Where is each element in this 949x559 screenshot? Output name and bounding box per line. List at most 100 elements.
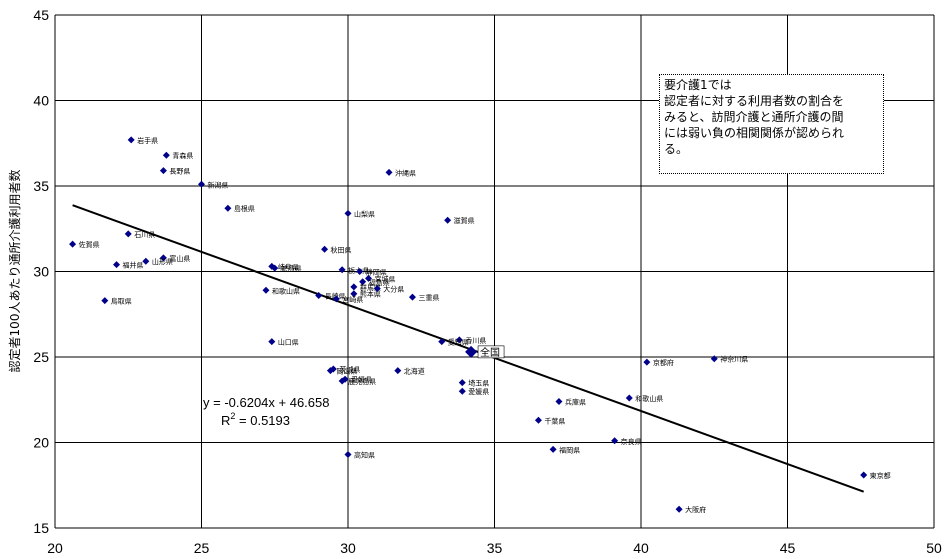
point-label: 群馬県 [360, 283, 381, 292]
y-tick-label: 40 [33, 93, 49, 109]
point-label: 北海道 [404, 367, 425, 376]
data-point [458, 387, 466, 395]
data-point [332, 295, 340, 303]
point-label: 京都府 [653, 358, 674, 367]
y-tick-label: 15 [33, 520, 49, 536]
point-label: 山口県 [278, 338, 299, 347]
data-point [710, 355, 718, 363]
data-point [271, 264, 279, 272]
point-label: 長崎県 [325, 291, 346, 300]
point-label: 和歌山県 [635, 394, 663, 403]
point-label: 福岡県 [559, 445, 580, 454]
point-label: 秋田県 [331, 245, 352, 254]
data-point [549, 445, 557, 453]
point-label: 大分県 [383, 285, 404, 294]
trend-equation: y = -0.6204x + 46.658 [203, 395, 329, 410]
data-point [344, 209, 352, 217]
x-tick-label: 45 [780, 540, 796, 556]
point-label: 兵庫県 [565, 397, 586, 406]
annotation-line-3: みると、訪問介護と通所介護の間 [664, 110, 844, 124]
point-label: 和歌山県 [272, 286, 300, 295]
point-label: 神奈川県 [720, 355, 748, 364]
data-point [350, 283, 358, 291]
point-label: 全国 [480, 346, 500, 359]
data-point [315, 291, 323, 299]
y-tick-label: 45 [33, 7, 49, 23]
data-point [534, 416, 542, 424]
data-point [268, 338, 276, 346]
y-tick-labels: 15 20 25 30 35 40 45 [33, 7, 49, 536]
point-label: 鳥取県 [111, 297, 132, 306]
point-label: 茨城県 [339, 365, 360, 374]
data-point [385, 168, 393, 176]
point-label: 鹿児島県 [348, 377, 376, 386]
data-point [365, 274, 373, 282]
point-label: 富山県 [169, 254, 190, 263]
data-point [344, 450, 352, 458]
y-tick-label: 30 [33, 264, 49, 280]
annotation-line-5: る。 [664, 142, 689, 156]
data-point [373, 285, 381, 293]
point-label: 新潟県 [208, 180, 229, 189]
point-label: 福島県 [369, 278, 390, 287]
data-point [444, 216, 452, 224]
point-label: 埼玉県 [468, 379, 489, 388]
data-point [465, 345, 478, 358]
data-point [198, 180, 205, 188]
point-label: 石川県 [134, 231, 155, 239]
data-point [350, 290, 358, 298]
point-label: 愛媛県 [351, 375, 372, 384]
data-point [113, 261, 121, 269]
point-label: 愛知県 [448, 338, 469, 347]
x-tick-label: 50 [926, 540, 942, 556]
annotation-line-4: には弱い負の相関関係が認められ [664, 126, 845, 140]
point-label: 千葉県 [544, 416, 565, 425]
point-label: 福井県 [123, 261, 144, 270]
data-point [326, 367, 334, 375]
data-point [69, 240, 77, 248]
point-label: 高知県 [354, 450, 375, 459]
point-label: 香川県 [465, 336, 486, 345]
point-label: 青森県 [172, 151, 193, 160]
data-point [611, 437, 619, 445]
point-label: 佐賀県 [79, 240, 100, 249]
point-label: 三重県 [418, 294, 439, 302]
point-label: 岡山県 [336, 367, 357, 376]
point-label: 山形県 [152, 257, 173, 266]
data-point [394, 367, 402, 375]
data-point [675, 505, 683, 513]
point-label: 愛媛県 [468, 387, 489, 396]
data-point [159, 254, 167, 262]
point-label: 滋賀県 [454, 216, 475, 225]
x-tick-label: 20 [47, 540, 63, 556]
x-tick-label: 40 [633, 540, 649, 556]
y-tick-label: 20 [33, 435, 49, 451]
y-axis-label: 認定者100人あたり通所介護利用者数 [7, 170, 22, 373]
data-point [356, 268, 364, 275]
data-point [359, 278, 367, 286]
data-point [159, 167, 167, 175]
point-label: 岩手県 [137, 136, 158, 145]
x-tick-label: 35 [487, 540, 503, 556]
point-label: 沖縄県 [395, 168, 416, 177]
point-label: 東京都 [870, 471, 891, 480]
point-label: 大阪府 [685, 505, 706, 514]
annotation-line-2: 認定者に対する利用者数の割合を [664, 94, 845, 108]
data-point [162, 151, 170, 159]
data-point [338, 266, 346, 274]
data-point [643, 358, 651, 366]
data-point [127, 136, 135, 144]
x-tick-label: 30 [340, 540, 356, 556]
data-point [224, 204, 232, 212]
data-point [455, 336, 463, 344]
data-point [321, 245, 329, 253]
data-point [124, 230, 132, 238]
r-squared-label: R2 = 0.5193 [221, 411, 290, 428]
y-tick-label: 35 [33, 178, 49, 194]
x-tick-labels: 20 25 30 35 40 45 50 [47, 540, 942, 556]
point-label: 岐阜県 [278, 262, 299, 271]
data-point [101, 297, 109, 305]
data-point [555, 397, 563, 405]
point-label: 島根県 [234, 204, 255, 213]
